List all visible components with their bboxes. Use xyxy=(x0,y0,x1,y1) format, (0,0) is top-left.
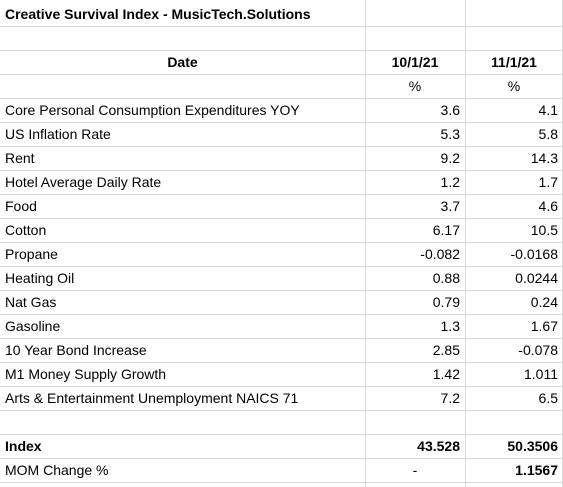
grid-line xyxy=(0,98,563,99)
cell-value: 0.24 xyxy=(530,294,558,310)
grid-line xyxy=(0,146,563,147)
grid-line xyxy=(0,218,563,219)
summary-value: - xyxy=(412,462,418,478)
summary-value: 43.528 xyxy=(417,438,460,454)
grid-line xyxy=(0,242,563,243)
date-header: 10/1/21 xyxy=(391,54,439,70)
grid-line xyxy=(0,458,563,459)
grid-line xyxy=(465,0,466,487)
grid-line xyxy=(0,266,563,267)
row-label: US Inflation Rate xyxy=(5,126,111,142)
cell-value: 14.3 xyxy=(530,150,558,166)
cell-value: -0.078 xyxy=(518,342,558,358)
cell-value: 7.2 xyxy=(440,390,460,406)
grid-line xyxy=(0,314,563,315)
row-label: Arts & Entertainment Unemployment NAICS … xyxy=(5,390,299,406)
grid-line xyxy=(0,434,563,435)
grid-line xyxy=(0,74,563,75)
row-label: Food xyxy=(5,198,37,214)
cell-value: 1.7 xyxy=(538,174,558,190)
grid-line xyxy=(0,410,563,411)
cell-value: 0.79 xyxy=(432,294,460,310)
grid-line xyxy=(0,26,563,27)
cell-value: 9.2 xyxy=(440,150,460,166)
grid-line xyxy=(0,122,563,123)
row-label: Core Personal Consumption Expenditures Y… xyxy=(5,102,300,118)
unit-label: % xyxy=(408,78,422,94)
cell-value: 10.5 xyxy=(530,222,558,238)
cell-value: 5.3 xyxy=(440,126,460,142)
cell-value: 1.2 xyxy=(440,174,460,190)
grid-line xyxy=(0,362,563,363)
cell-value: 1.011 xyxy=(524,366,558,382)
grid-line xyxy=(0,50,563,51)
cell-value: 3.7 xyxy=(440,198,460,214)
row-label: Hotel Average Daily Rate xyxy=(5,174,162,190)
grid-line xyxy=(0,290,563,291)
cell-value: 0.88 xyxy=(432,270,460,286)
cell-value: 4.6 xyxy=(538,198,558,214)
cell-value: 0.0244 xyxy=(515,270,558,286)
row-label: Heating Oil xyxy=(5,270,75,286)
cell-value: 6.17 xyxy=(432,222,460,238)
summary-value: 50.3506 xyxy=(507,438,558,454)
cell-value: 1.42 xyxy=(432,366,460,382)
grid-line xyxy=(365,0,366,487)
row-label: Propane xyxy=(5,246,58,262)
date-header: 11/1/21 xyxy=(491,54,537,70)
cell-value: 2.85 xyxy=(432,342,460,358)
row-label: M1 Money Supply Growth xyxy=(5,366,167,382)
summary-value: 1.1567 xyxy=(515,462,558,478)
cell-value: 3.6 xyxy=(440,102,460,118)
grid-line xyxy=(0,338,563,339)
cell-value: 1.67 xyxy=(530,318,558,334)
cell-value: 1.3 xyxy=(440,318,460,334)
sheet-title: Creative Survival Index - MusicTech.Solu… xyxy=(5,6,311,22)
grid-line xyxy=(0,482,563,483)
header-label: Date xyxy=(167,54,198,70)
row-label: Gasoline xyxy=(5,318,61,334)
row-label: 10 Year Bond Increase xyxy=(5,342,147,358)
row-label: Rent xyxy=(5,150,35,166)
cell-value: 4.1 xyxy=(538,102,558,118)
cell-value: -0.082 xyxy=(420,246,460,262)
grid-line xyxy=(0,194,563,195)
grid-line xyxy=(0,170,563,171)
cell-value: 6.5 xyxy=(538,390,558,406)
grid-line xyxy=(0,386,563,387)
row-label: Cotton xyxy=(5,222,47,238)
summary-label: MOM Change % xyxy=(5,462,109,478)
unit-label: % xyxy=(507,78,521,94)
cell-value: -0.0168 xyxy=(510,246,558,262)
row-label: Nat Gas xyxy=(5,294,57,310)
cell-value: 5.8 xyxy=(538,126,558,142)
summary-label: Index xyxy=(5,438,42,454)
